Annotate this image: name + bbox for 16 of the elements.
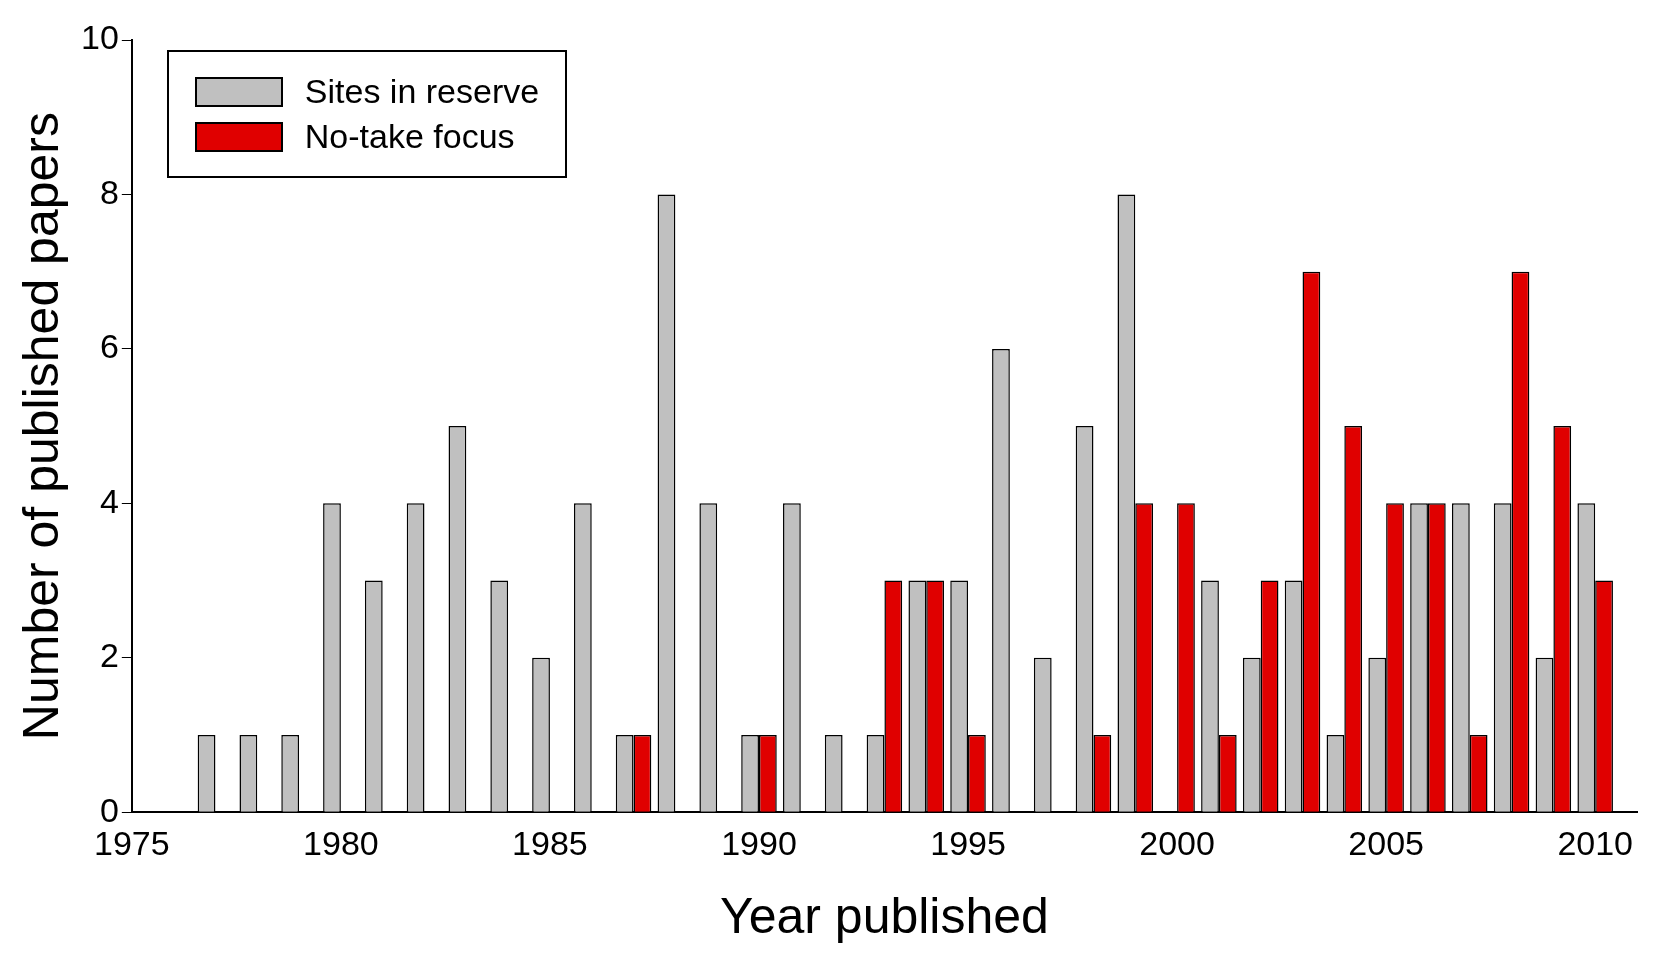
x-axis-title: Year published [719,887,1049,944]
x-tick-label: 1980 [303,823,379,862]
x-tick-label: 2010 [1557,823,1634,862]
x-tick-label: 1985 [512,823,588,862]
y-tick-label: 8 [99,172,119,211]
legend-label: No-take focus [304,117,515,156]
y-tick-label: 2 [99,636,119,675]
y-tick-label: 10 [80,18,119,57]
y-tick-label: 4 [99,481,119,520]
x-tick-label: 2000 [1139,823,1215,862]
x-tick-label: 2005 [1348,823,1424,862]
x-tick-label: 1990 [721,823,797,862]
x-tick-label: 1995 [930,823,1006,862]
y-tick-label: 6 [99,327,119,366]
y-axis-title: Number of published papers [12,112,69,741]
legend-label: Sites in reserve [304,72,540,111]
